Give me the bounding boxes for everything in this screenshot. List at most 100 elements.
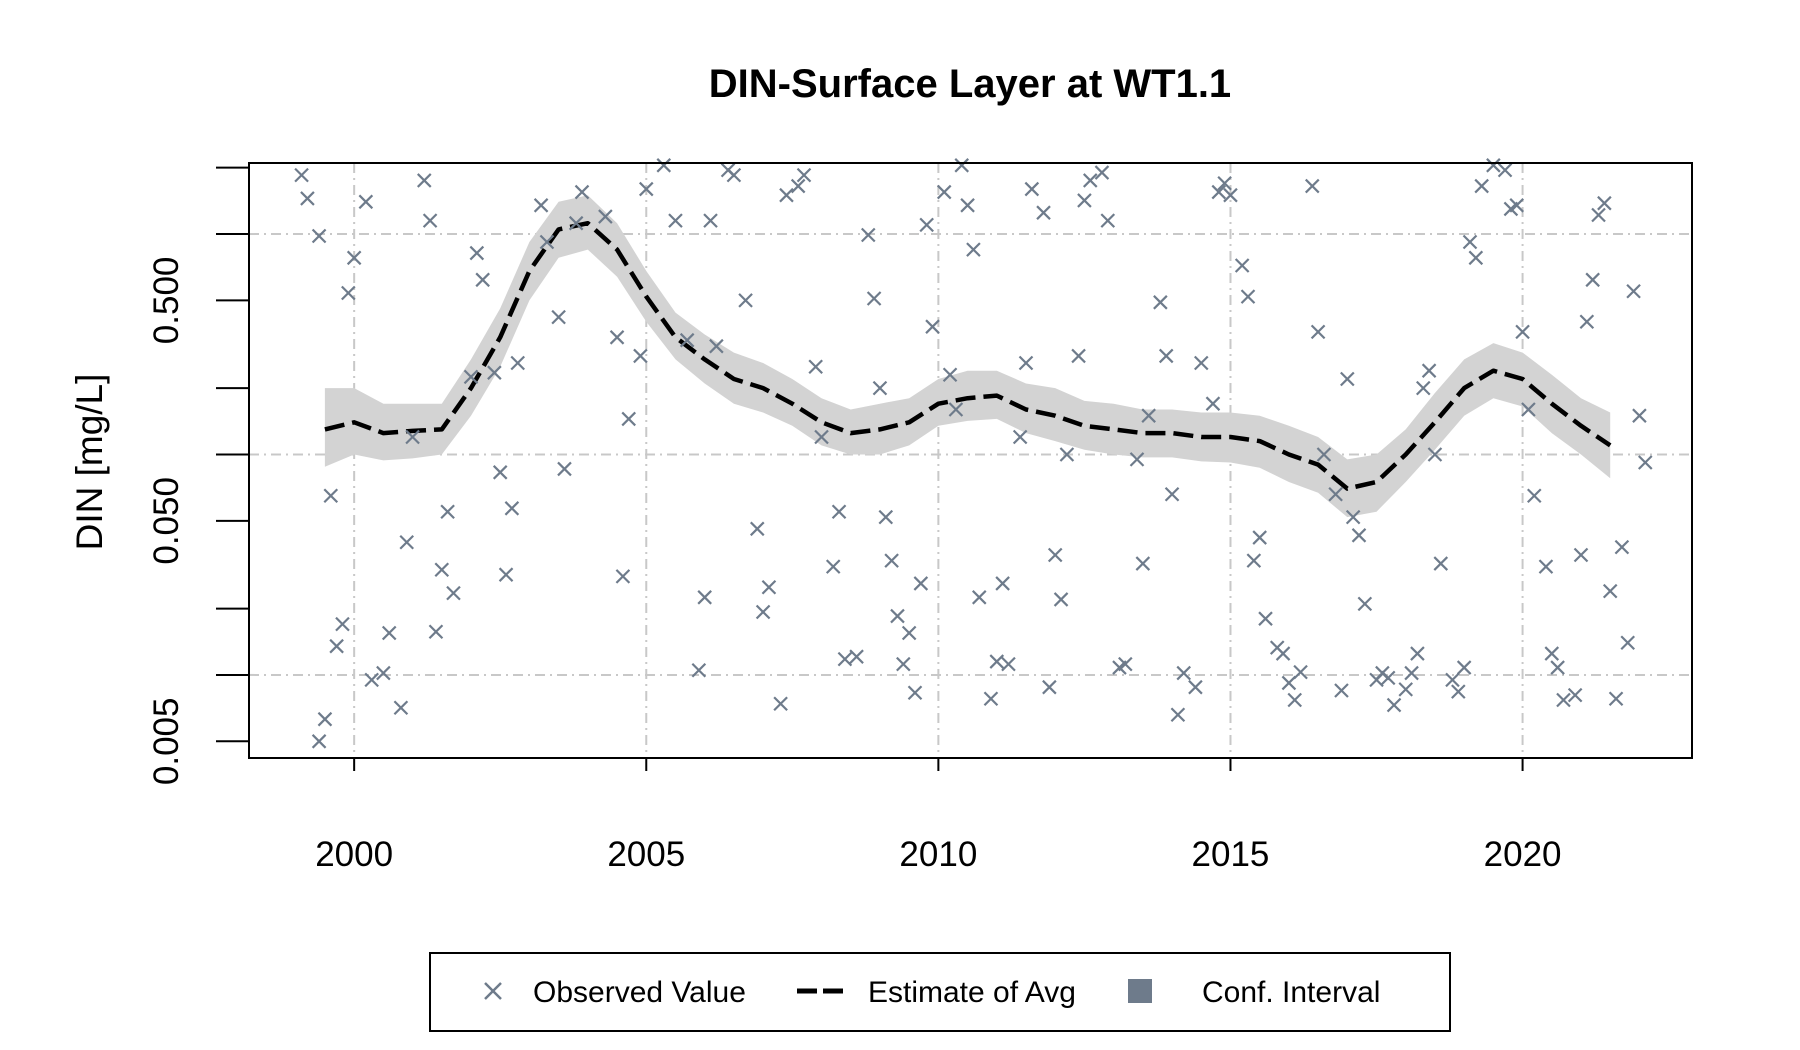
observed-point — [860, 227, 876, 243]
observed-point — [492, 465, 508, 480]
observed-point — [1614, 539, 1630, 555]
observed-point — [796, 167, 812, 183]
legend-item-ci: Conf. Interval — [1128, 976, 1380, 1009]
observed-point — [1141, 408, 1156, 423]
legend-item-estimate: Estimate of Avg — [797, 976, 1076, 1009]
y-tick-label: 0.005 — [147, 698, 186, 786]
observed-point — [1316, 447, 1332, 462]
observed-point — [317, 711, 333, 727]
observed-point — [1415, 380, 1431, 396]
observed-point — [884, 553, 899, 568]
observed-point — [434, 562, 450, 578]
observed-point — [831, 504, 847, 520]
observed-point — [1071, 348, 1086, 364]
observed-point — [446, 585, 461, 601]
legend-label-estimate: Estimate of Avg — [868, 976, 1076, 1009]
observed-point — [358, 194, 374, 210]
observed-point — [1386, 697, 1402, 713]
x-marker-icon — [484, 982, 502, 1000]
observed-point — [1135, 556, 1151, 571]
observed-point — [510, 355, 526, 371]
x-axis: 2000 2005 2010 2015 2020 — [315, 758, 1562, 874]
observed-point — [1287, 692, 1303, 708]
y-tick-label: 0.500 — [147, 257, 186, 345]
observed-point — [925, 319, 940, 334]
observed-point — [568, 215, 584, 231]
observed-point — [1170, 707, 1186, 723]
estimate-line-path — [324, 220, 1612, 491]
observed-point — [697, 590, 712, 605]
observed-points — [294, 158, 1653, 749]
observed-point — [1573, 547, 1589, 563]
observed-point — [1205, 396, 1221, 411]
observed-point — [598, 209, 613, 224]
observed-point — [1608, 691, 1624, 707]
observed-point — [1100, 213, 1116, 228]
observed-point — [1258, 611, 1273, 626]
chart-title: DIN-Surface Layer at WT1.1 — [709, 62, 1231, 106]
observed-point — [574, 184, 590, 200]
observed-point — [1468, 250, 1484, 266]
observed-point — [1293, 664, 1308, 680]
observed-point — [294, 167, 309, 183]
observed-point — [691, 662, 707, 678]
observed-point — [738, 293, 753, 308]
observed-point — [1252, 530, 1267, 545]
observed-point — [1345, 509, 1361, 525]
observed-point — [621, 411, 637, 427]
confidence-band-area — [324, 195, 1611, 518]
observed-point — [609, 330, 625, 345]
observed-point — [633, 348, 648, 364]
observed-point — [1456, 660, 1472, 675]
observed-point — [779, 187, 794, 203]
observed-point — [1626, 283, 1641, 299]
x-tick-label: 2000 — [315, 835, 393, 874]
observed-point — [726, 167, 742, 183]
observed-point — [300, 191, 315, 206]
observed-point — [942, 367, 958, 383]
confidence-band — [324, 195, 1611, 518]
observed-point — [1602, 583, 1618, 599]
observed-point — [1118, 656, 1133, 672]
observed-point — [749, 521, 765, 537]
observed-point — [919, 217, 934, 233]
observed-point — [1398, 682, 1414, 697]
observed-point — [1082, 173, 1098, 188]
x-tick-label: 2015 — [1192, 835, 1270, 874]
observed-point — [1211, 184, 1227, 200]
observed-point — [376, 665, 391, 681]
observed-point — [814, 429, 829, 445]
observed-point — [954, 158, 970, 173]
observed-point — [773, 696, 788, 712]
observed-point — [1310, 324, 1326, 340]
observed-point — [989, 654, 1005, 669]
observed-point — [971, 590, 987, 605]
observed-point — [1591, 207, 1606, 223]
observed-point — [983, 691, 999, 707]
observed-point — [364, 672, 379, 688]
legend-box — [429, 952, 1451, 1032]
observed-point — [1059, 447, 1075, 462]
observed-point — [1404, 665, 1419, 681]
observed-point — [1509, 198, 1525, 213]
observed-point — [1550, 660, 1565, 675]
observed-point — [1158, 348, 1174, 364]
observed-point — [311, 228, 327, 244]
legend-label-observed: Observed Value — [533, 976, 746, 1009]
observed-point — [1445, 672, 1460, 688]
observed-point — [872, 380, 888, 396]
x-tick-label: 2020 — [1484, 835, 1562, 874]
observed-point — [1223, 187, 1238, 203]
observed-point — [703, 213, 718, 228]
observed-point — [1497, 162, 1513, 178]
observed-point — [1474, 178, 1489, 194]
observed-point — [1410, 646, 1425, 661]
observed-point — [1357, 596, 1373, 612]
observed-point — [960, 198, 975, 213]
observed-point — [1351, 528, 1367, 543]
observed-point — [638, 181, 654, 197]
observed-point — [1275, 646, 1291, 661]
legend-label-ci: Conf. Interval — [1202, 976, 1380, 1009]
